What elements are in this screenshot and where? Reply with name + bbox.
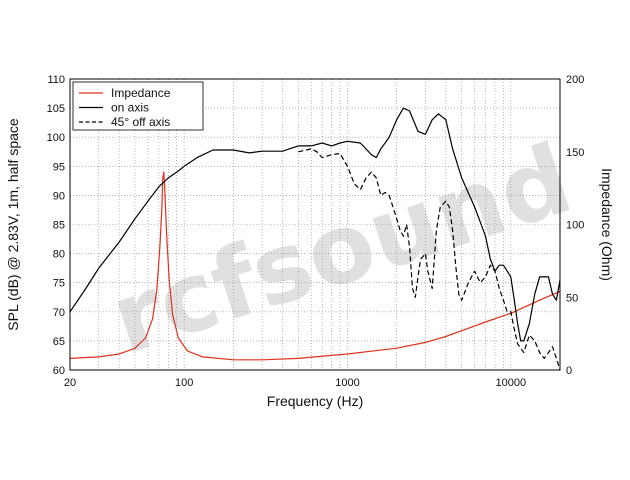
y-right-tick-label: 150 [566,147,584,159]
legend-label-0: Impedance [111,86,171,100]
y-left-tick-label: 110 [47,74,65,86]
legend-label-2: 45° off axis [111,115,170,129]
y-left-tick-label: 85 [53,220,65,232]
x-axis-label: Frequency (Hz) [267,393,363,409]
watermark-text: rcfsound [98,123,584,376]
y-right-tick-label: 0 [566,365,572,377]
y-left-tick-label: 90 [53,190,65,202]
x-tick-label: 1000 [335,377,359,389]
y-left-tick-label: 95 [53,161,65,173]
plot-frame [69,78,561,371]
y-right-tick-label: 200 [566,74,584,86]
y-left-tick-label: 60 [53,365,65,377]
y-axis-left-label: SPL (dB) @ 2.83V, 1m, half space [5,118,21,331]
y-right-tick-label: 100 [566,220,584,232]
watermark: rcfsound [98,123,584,376]
y-left-tick-label: 80 [53,249,65,261]
y-left-tick-label: 75 [53,278,65,290]
x-tick-label: 10000 [496,377,527,389]
tick-labels: 20 100 1000 10000 60 65 70 75 80 85 90 95 100 105 110 0… [47,74,585,389]
series-line-0 [69,171,561,361]
series-lines [69,107,561,371]
series-line-1 [69,107,561,342]
series-line-2 [298,148,561,371]
y-left-tick-label: 70 [53,307,65,319]
y-left-tick-label: 105 [47,103,65,115]
y-left-tick-label: 100 [47,132,65,144]
x-tick-label: 100 [175,377,193,389]
y-right-tick-label: 50 [566,292,578,304]
y-axis-right-label: Impedance (Ohm) [599,168,615,281]
legend-label-1: on axis [111,101,149,115]
y-left-tick-label: 65 [53,336,65,348]
x-tick-label: 20 [64,377,76,389]
